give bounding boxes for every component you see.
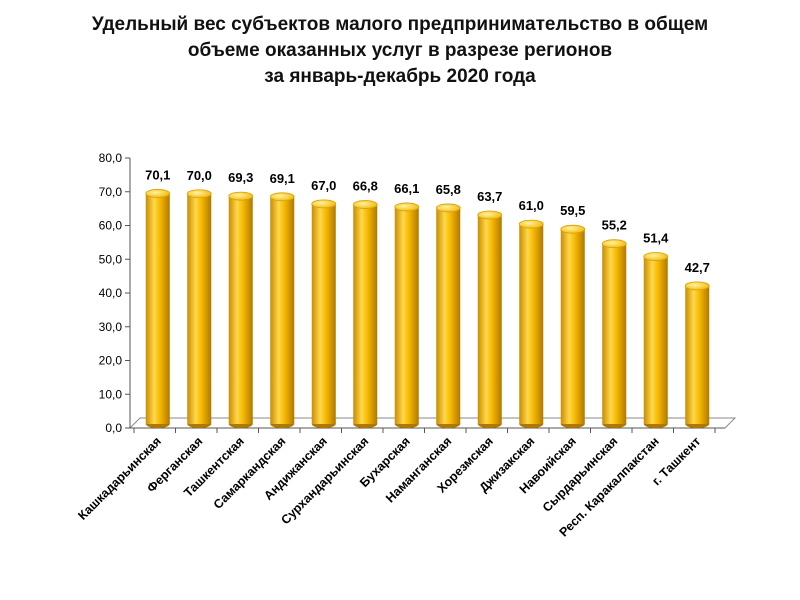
y-tick-label: 20,0 (99, 354, 123, 368)
bar (435, 203, 461, 428)
bar-value-label: 42,7 (685, 260, 710, 275)
y-tick-label: 50,0 (99, 252, 123, 266)
bar-value-label: 66,8 (353, 179, 378, 194)
chart-bars (145, 189, 710, 428)
bar (643, 252, 669, 428)
y-tick-label: 10,0 (99, 387, 123, 401)
y-tick-label: 60,0 (99, 219, 123, 233)
bar (394, 202, 420, 428)
bar (518, 219, 544, 428)
chart-title-line-1: Удельный вес субъектов малого предприним… (91, 14, 709, 35)
y-tick-label: 80,0 (99, 151, 123, 165)
bar (311, 199, 337, 428)
bar-value-label: 55,2 (602, 218, 627, 233)
bar-value-label: 67,0 (311, 178, 336, 193)
y-tick-label: 0,0 (105, 421, 122, 435)
bar (560, 224, 586, 428)
bar-value-label: 70,0 (187, 168, 212, 183)
bar-value-label: 70,1 (145, 167, 170, 182)
bar-value-label: 59,5 (560, 203, 585, 218)
chart-category-labels: КашкадарьинскаяФерганскаяТашкентскаяСама… (75, 434, 703, 539)
bar-value-label: 61,0 (519, 198, 544, 213)
chart-title-line-3: за январь-декабрь 2020 года (264, 66, 536, 87)
category-label: Самаркандская (211, 434, 289, 512)
bar-value-label: 69,1 (270, 171, 295, 186)
bar-value-label: 69,3 (228, 170, 253, 185)
bar-value-label: 63,7 (477, 189, 502, 204)
chart-title: Удельный вес субъектов малого предприним… (0, 12, 800, 90)
y-tick-label: 70,0 (99, 185, 123, 199)
chart-title-line-2: объеме оказанных услуг в разрезе регионо… (187, 40, 613, 61)
bar-value-label: 51,4 (643, 231, 669, 246)
chart-value-labels: 70,1 70,0 69,3 69,1 67,0 66,8 66,1 65,8 63,7 61,0… (145, 167, 710, 274)
y-tick-label: 30,0 (99, 320, 123, 334)
bar-value-label: 65,8 (436, 182, 461, 197)
bar (352, 200, 378, 428)
bar (269, 192, 295, 428)
bar (228, 191, 254, 428)
bar (477, 210, 503, 428)
bar (601, 239, 627, 428)
category-label: Сырдарьинская (540, 434, 621, 515)
bar (684, 281, 710, 428)
bar (145, 189, 171, 428)
bar-value-label: 66,1 (394, 181, 419, 196)
y-tick-label: 40,0 (99, 286, 123, 300)
bar (186, 189, 212, 428)
